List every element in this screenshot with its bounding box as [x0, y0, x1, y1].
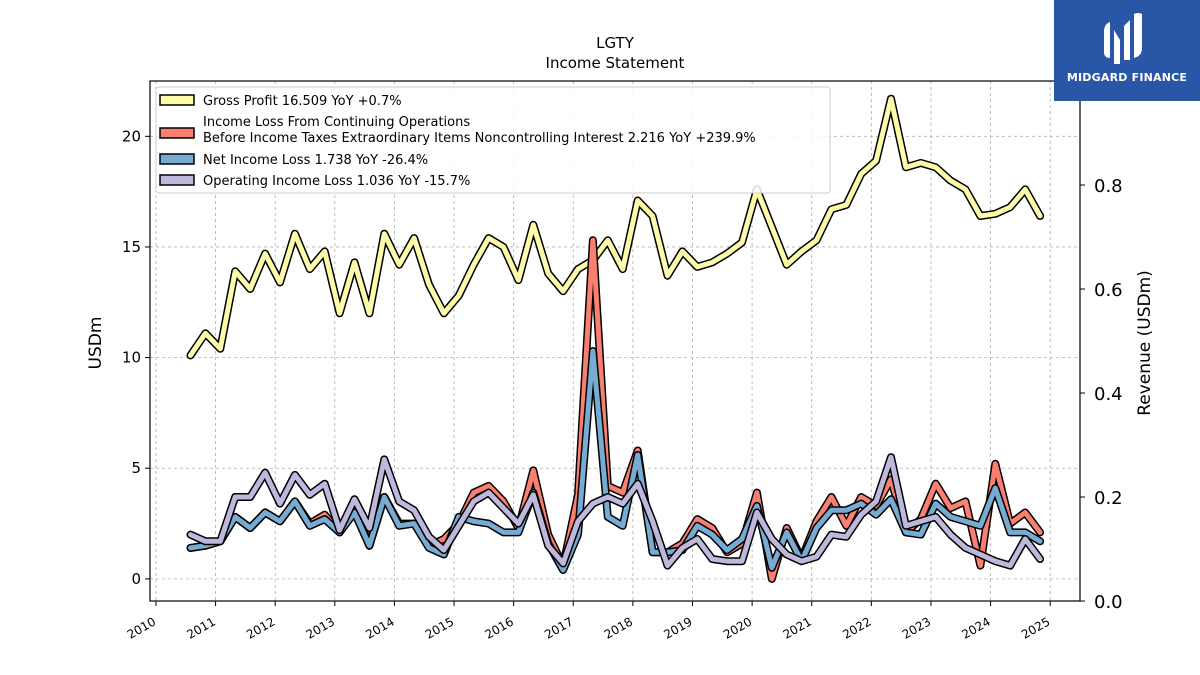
plot-frame: [149, 80, 1081, 602]
y-axis-right-label: Revenue (USDm): [1135, 270, 1155, 416]
y-right-tick-label: 0.0: [1094, 592, 1123, 613]
x-tick-label: 2012: [244, 614, 277, 641]
legend-swatch-0: [159, 94, 195, 106]
y-right-tick-label: 0.8: [1094, 176, 1123, 197]
brand-name: MIDGARD FINANCE: [1066, 71, 1188, 84]
x-tick-label: 2014: [363, 614, 396, 641]
series-line-2: [188, 348, 1043, 573]
y-right-tick-label: 0.6: [1094, 280, 1123, 301]
legend-label-1: Before Income Taxes Extraordinary Items …: [203, 131, 756, 146]
legend-swatch-2: [159, 153, 195, 165]
x-tick-label: 2011: [184, 614, 217, 641]
legend-label-0: Gross Profit 16.509 YoY +0.7%: [203, 94, 402, 109]
brand-logo: MIDGARD FINANCE: [1054, 0, 1200, 101]
y-right-tick-label: 0.4: [1094, 384, 1123, 405]
x-tick-label: 2019: [661, 614, 694, 641]
x-tick-label: 2025: [1019, 614, 1052, 641]
series-line-0: [188, 96, 1043, 358]
y-left-tick-label: 15: [122, 238, 141, 256]
legend-box: [155, 86, 831, 194]
series-lines: [186, 94, 1045, 583]
x-tick-label: 2024: [959, 614, 992, 641]
legend-label-1: Income Loss From Continuing Operations: [203, 115, 470, 130]
midgard-logo-icon: [1104, 13, 1142, 64]
y-right-tick-label: 0.2: [1094, 488, 1123, 509]
x-tick-label: 2020: [721, 614, 754, 641]
x-tick-label: 2021: [781, 614, 814, 641]
x-tick-label: 2023: [900, 614, 933, 641]
legend: Gross Profit 16.509 YoY +0.7% Income Loss…: [155, 86, 831, 194]
legend-swatch-1: [159, 127, 195, 139]
y-left-tick-label: 5: [131, 459, 141, 477]
series-outline-3: [186, 453, 1045, 570]
x-tick-label: 2013: [304, 614, 337, 641]
series-outline-2: [186, 347, 1045, 574]
y-left-tick-label: 10: [122, 349, 141, 367]
chart-subtitle: Income Statement: [546, 54, 685, 72]
x-tick-label: 2010: [125, 614, 158, 641]
series-line-1: [188, 237, 1043, 582]
x-tick-label: 2015: [423, 614, 456, 641]
legend-label-3: Operating Income Loss 1.036 YoY -15.7%: [203, 174, 470, 189]
y-left-tick-label: 0: [131, 570, 141, 588]
series-line-3: [188, 454, 1043, 569]
x-tick-label: 2017: [542, 614, 575, 641]
x-tick-label: 2022: [840, 614, 873, 641]
legend-swatch-3: [159, 174, 195, 186]
chart-title: LGTY: [596, 34, 635, 52]
x-tick-label: 2016: [483, 614, 516, 641]
x-tick-label: 2018: [602, 614, 635, 641]
legend-label-2: Net Income Loss 1.738 YoY -26.4%: [203, 153, 428, 168]
y-axis-left-label: USDm: [86, 317, 106, 370]
y-left-tick-label: 20: [122, 127, 141, 145]
